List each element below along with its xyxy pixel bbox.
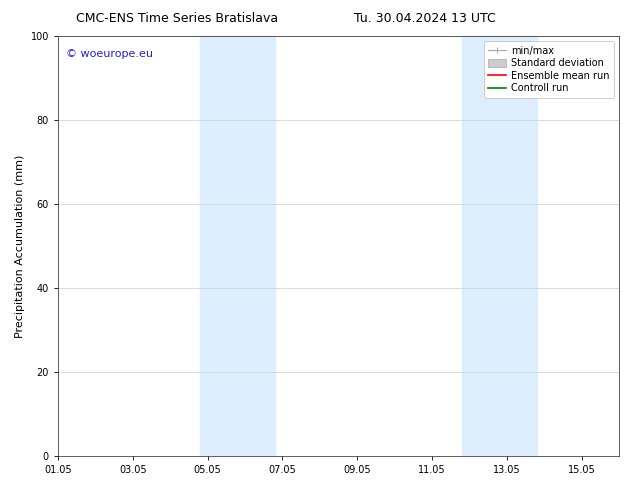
Text: © woeurope.eu: © woeurope.eu [67,49,153,59]
Text: Tu. 30.04.2024 13 UTC: Tu. 30.04.2024 13 UTC [354,12,496,25]
Bar [200,36,275,456]
Y-axis label: Precipitation Accumulation (mm): Precipitation Accumulation (mm) [15,154,25,338]
Text: CMC-ENS Time Series Bratislava: CMC-ENS Time Series Bratislava [77,12,278,25]
Bar [462,36,537,456]
Legend: min/max, Standard deviation, Ensemble mean run, Controll run: min/max, Standard deviation, Ensemble me… [484,41,614,98]
